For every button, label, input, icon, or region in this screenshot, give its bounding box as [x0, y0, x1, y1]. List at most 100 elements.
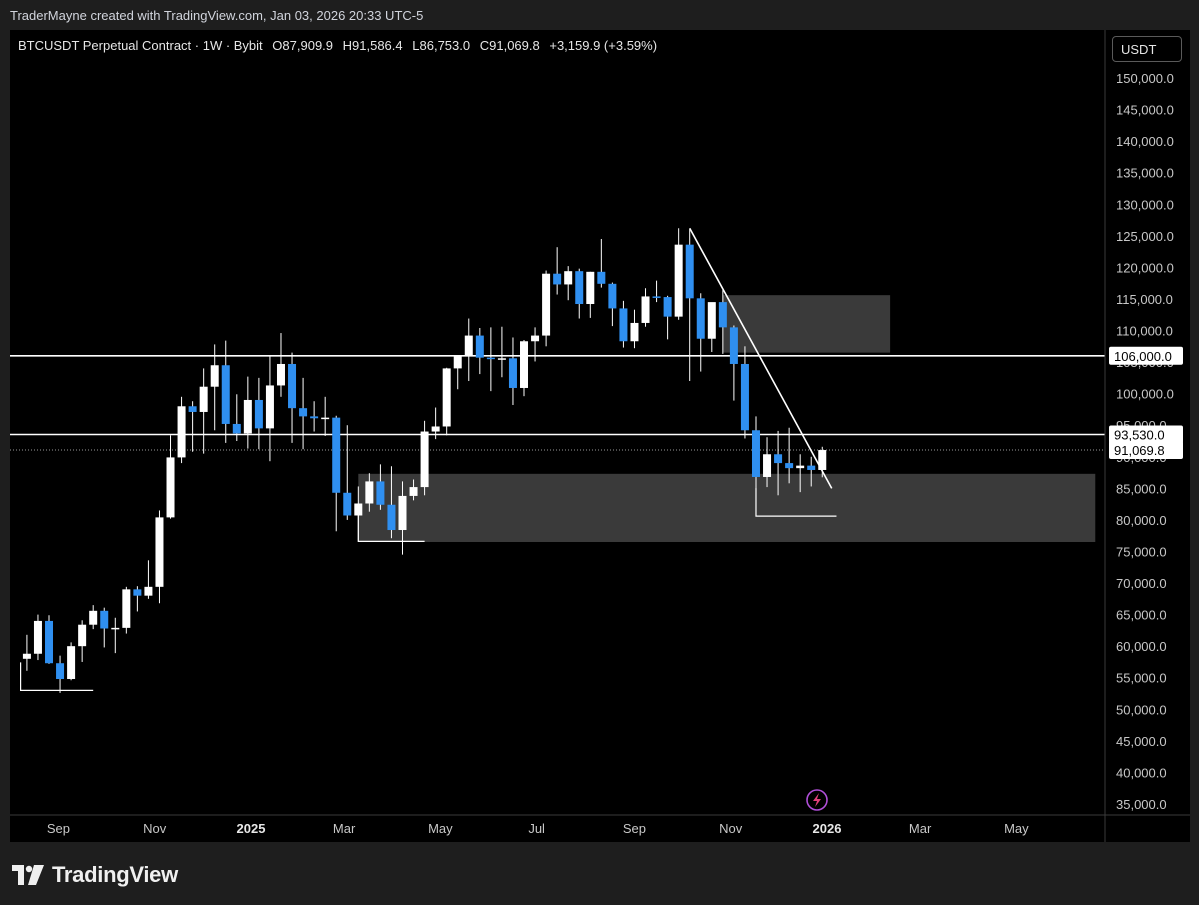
candle[interactable] [796, 454, 805, 493]
candle[interactable] [33, 614, 42, 661]
candle[interactable] [22, 634, 31, 671]
price-chart[interactable]: 35,000.0 40,000.0 45,000.0 50,000.0 55,000.0… [10, 30, 1190, 842]
candle[interactable] [774, 430, 783, 496]
trendline[interactable] [689, 227, 833, 489]
time-tick-label: May [428, 821, 453, 836]
candle[interactable] [45, 615, 54, 664]
candle-body [796, 465, 805, 469]
candle[interactable] [67, 642, 76, 681]
candle[interactable] [144, 560, 153, 599]
supply-demand-zone-2[interactable] [358, 473, 1096, 543]
chart-frame[interactable]: 35,000.0 40,000.0 45,000.0 50,000.0 55,000.0… [10, 30, 1190, 842]
candle[interactable] [188, 401, 197, 452]
candle[interactable] [531, 327, 540, 362]
candle[interactable] [729, 325, 738, 401]
tradingview-logo[interactable]: TradingView [12, 862, 178, 888]
candle[interactable] [398, 481, 407, 555]
candle[interactable] [707, 302, 716, 352]
candle[interactable] [630, 309, 639, 349]
candle[interactable] [508, 337, 517, 406]
price-tick-label: 100,000.0 [1116, 387, 1174, 402]
candle-body [707, 302, 716, 339]
candle[interactable] [575, 268, 584, 319]
candle-body [486, 357, 495, 360]
support-level-marker[interactable] [755, 488, 837, 517]
candle[interactable] [288, 352, 297, 443]
candle[interactable] [685, 228, 694, 382]
candle[interactable] [497, 326, 506, 378]
candle[interactable] [785, 427, 794, 484]
candle[interactable] [376, 464, 385, 510]
support-level-marker[interactable] [357, 513, 425, 542]
candle[interactable] [387, 466, 396, 539]
candle[interactable] [674, 228, 683, 320]
candle[interactable] [420, 420, 429, 496]
candle-body [155, 517, 164, 587]
candle[interactable] [122, 586, 131, 634]
bottom-bar: TradingView [0, 842, 1199, 905]
price-tag[interactable]: 106,000.0 [1109, 346, 1183, 365]
candle[interactable] [542, 270, 551, 347]
price-tick-label: 75,000.0 [1116, 544, 1167, 559]
price-tags: 106,000.0 93,530.091,069.8 [1109, 346, 1183, 460]
candle[interactable] [663, 295, 672, 340]
candle[interactable] [232, 394, 241, 441]
candle[interactable] [718, 290, 727, 354]
candle[interactable] [243, 376, 252, 449]
candle[interactable] [177, 396, 186, 464]
candle[interactable] [740, 346, 749, 439]
candle[interactable] [299, 377, 308, 450]
candle[interactable] [343, 425, 352, 520]
tradingview-wordmark: TradingView [52, 862, 178, 887]
candle[interactable] [442, 367, 451, 436]
candle[interactable] [332, 415, 341, 532]
candle[interactable] [321, 396, 330, 436]
candle[interactable] [619, 300, 628, 348]
time-tick-label: Mar [333, 821, 356, 836]
candle[interactable] [475, 327, 484, 375]
candle[interactable] [807, 456, 816, 487]
candle[interactable] [210, 344, 219, 431]
candle[interactable] [100, 607, 109, 648]
candle[interactable] [641, 288, 650, 327]
candle[interactable] [133, 586, 142, 612]
support-level-marker[interactable] [20, 662, 94, 691]
chart-legend: BTCUSDT Perpetual Contract · 1W · Bybit … [18, 38, 663, 53]
candle[interactable] [431, 407, 440, 440]
candle[interactable] [89, 605, 98, 630]
candle[interactable] [486, 327, 495, 392]
price-tag[interactable]: 93,530.0 [1109, 425, 1183, 444]
candle[interactable] [520, 339, 529, 397]
price-tag[interactable]: 91,069.8 [1109, 441, 1183, 460]
currency-button[interactable]: USDT [1112, 36, 1182, 62]
candle[interactable] [310, 401, 319, 432]
candle[interactable] [111, 617, 120, 654]
candle[interactable] [276, 333, 285, 397]
candle[interactable] [763, 437, 772, 488]
candle-body [508, 358, 517, 388]
candle[interactable] [409, 479, 418, 501]
candle[interactable] [608, 282, 617, 327]
lightning-alert-icon[interactable] [806, 789, 828, 811]
price-tag-label: 93,530.0 [1114, 427, 1165, 442]
candle[interactable] [166, 435, 175, 519]
candle[interactable] [597, 238, 606, 288]
candle[interactable] [564, 266, 573, 301]
candle[interactable] [553, 247, 562, 295]
time-tick-label: Mar [909, 821, 932, 836]
candle[interactable] [78, 620, 87, 662]
candle[interactable] [265, 355, 274, 462]
candle[interactable] [199, 368, 208, 454]
candle[interactable] [155, 510, 164, 604]
candle[interactable] [696, 293, 705, 372]
candle[interactable] [586, 271, 595, 318]
candle[interactable] [652, 280, 661, 303]
candle[interactable] [221, 340, 230, 443]
supply-demand-zone-1[interactable] [722, 295, 891, 353]
candle-body [89, 610, 98, 625]
candle[interactable] [453, 355, 462, 390]
candle[interactable] [254, 377, 263, 450]
candle[interactable] [464, 318, 473, 382]
candle[interactable] [56, 655, 65, 693]
candle[interactable] [365, 473, 374, 512]
